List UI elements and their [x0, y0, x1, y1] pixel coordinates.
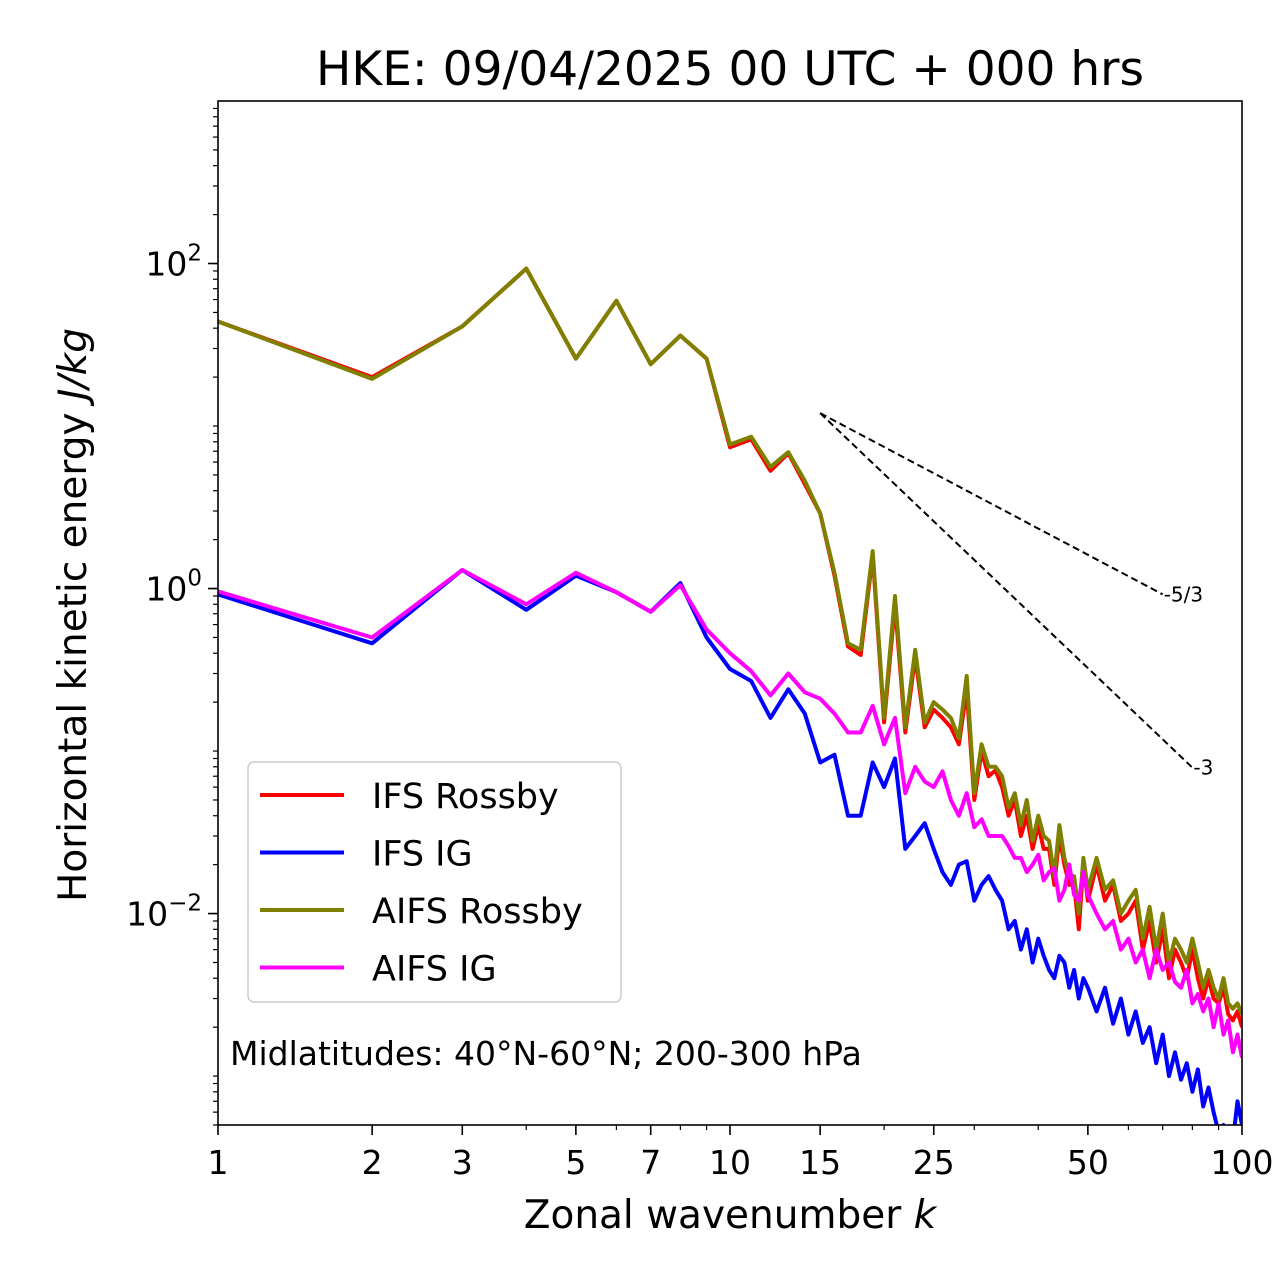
- x-tick-label: 15: [799, 1143, 841, 1182]
- legend-label-2: IFS IG: [372, 835, 473, 875]
- x-tick-label: 25: [913, 1143, 955, 1182]
- x-tick-label: 50: [1067, 1143, 1109, 1182]
- x-axis-label-symbol: k: [914, 1193, 938, 1238]
- x-tick-label: 100: [1211, 1143, 1274, 1182]
- series-line-3: [218, 266, 1242, 1016]
- x-tick-label: 7: [640, 1143, 661, 1182]
- y-axis-label-text: Horizontal kinetic energy: [51, 412, 96, 902]
- x-tick-label: 2: [362, 1143, 383, 1182]
- x-tick-label: 3: [452, 1143, 473, 1182]
- y-axis-label: Horizontal kinetic energy J/kg: [51, 328, 96, 902]
- x-axis-label: Zonal wavenumber k: [524, 1193, 938, 1238]
- series-layer: [218, 266, 1242, 1125]
- reference-line-2: [819, 412, 1194, 769]
- y-axis-ticks: 102 100 10−2: [126, 107, 218, 1126]
- x-axis-ticks: 1 2 3 5 7 10 15 25 50 100: [208, 1125, 1274, 1182]
- legend-label-3: AIFS Rossby: [372, 892, 583, 932]
- series-line-4: [218, 568, 1242, 1058]
- legend-box: [247, 761, 622, 1003]
- x-tick-label: 10: [709, 1143, 751, 1182]
- chart-title: HKE: 09/04/2025 00 UTC + 000 hrs: [316, 42, 1144, 97]
- y-axis-label-unit: J/kg: [51, 328, 96, 407]
- legend-label-4: AIFS IG: [372, 950, 497, 990]
- x-axis-label-text: Zonal wavenumber: [524, 1193, 902, 1238]
- reference-line-1: [819, 412, 1164, 596]
- x-tick-label: 5: [565, 1143, 586, 1182]
- region-annotation: Midlatitudes: 40°N-60°N; 200-300 hPa: [230, 1034, 862, 1073]
- y-tick-label: 100: [145, 566, 202, 609]
- y-tick-label: 10−2: [126, 891, 202, 934]
- y-tick-label: 102: [145, 241, 202, 284]
- reference-line-label-1: -5/3: [1164, 582, 1203, 606]
- legend-label-1: IFS Rossby: [372, 777, 559, 817]
- reference-line-label-2: -3: [1193, 756, 1213, 780]
- reference-slope-lines: -5/3 -3: [819, 412, 1213, 780]
- x-tick-label: 1: [208, 1143, 229, 1182]
- series-line-2: [218, 568, 1242, 1125]
- legend: IFS Rossby IFS IG AIFS Rossby AIFS IG: [247, 761, 622, 1003]
